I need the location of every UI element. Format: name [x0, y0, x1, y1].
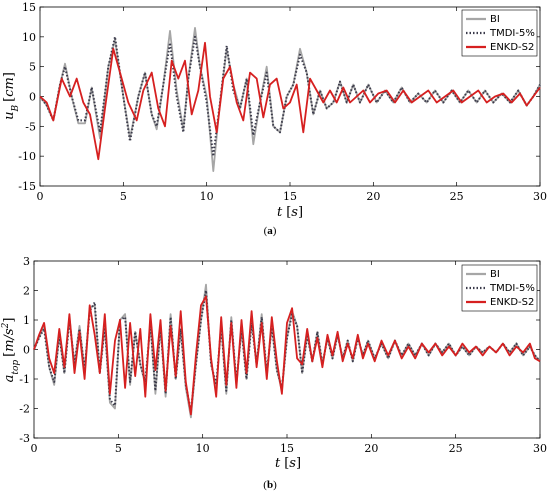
chart-a-y-axis-label: uB[cm]	[2, 72, 21, 120]
chart-a: -15 -10 -5 0 5 10 15 0 5 10 15 20 25 30 BI TMDI-5% E…	[2, 1, 547, 237]
chart-a-x-axis-label: t [s]	[277, 205, 303, 220]
chart-a-y-tick-label: 15	[22, 1, 36, 14]
chart-a-legend-label-enkd: ENKD-S2	[490, 42, 534, 53]
chart-b-x-tick-label: 10	[196, 442, 210, 455]
chart-b-series-tmdi	[33, 289, 541, 413]
chart-a-x-tick-label: 5	[120, 190, 127, 203]
chart-b-x-tick-label: 25	[449, 442, 463, 455]
chart-a-x-tick-label: 15	[283, 190, 297, 203]
chart-b-x-tick-label: 0	[31, 442, 38, 455]
chart-a-x-ticks: 0 5 10 15 20 25 30	[37, 7, 547, 203]
chart-a-series-enkd	[39, 41, 541, 161]
chart-a-y-tick-label: -15	[18, 180, 36, 193]
chart-a-y-tick-label: -10	[18, 150, 36, 163]
chart-b-legend-label-bi: BI	[490, 269, 500, 280]
chart-b-y-axis-label: atop[m/s2]	[1, 318, 21, 383]
chart-b-y-tick-label: 1	[23, 314, 30, 327]
chart-a-x-tick-label: 30	[533, 190, 547, 203]
chart-b-legend: BI TMDI-5% ENKD-S2	[461, 264, 538, 312]
chart-a-legend: BI TMDI-5% ENKD-S2	[461, 9, 538, 57]
chart-b-y-tick-label: 2	[23, 285, 30, 298]
chart-b-y-tick-label: -3	[19, 432, 30, 445]
chart-a-series	[39, 27, 541, 172]
chart-b-series-enkd	[33, 295, 541, 416]
chart-b-x-axis-label: t [s]	[275, 456, 301, 471]
chart-a-y-tick-label: 5	[29, 61, 36, 74]
chart-a-legend-label-bi: BI	[490, 14, 500, 25]
chart-b-y-tick-label: -1	[19, 373, 30, 386]
chart-b-y-ticks: -3 -2 -1 0 1 2 3	[19, 255, 540, 445]
chart-a-y-tick-label: -5	[25, 120, 36, 133]
chart-b-legend-label-tmdi: TMDI-5%	[489, 283, 535, 294]
chart-b-series	[33, 283, 541, 419]
chart-b-x-tick-label: 20	[364, 442, 378, 455]
chart-a-legend-label-tmdi: TMDI-5%	[489, 28, 535, 39]
chart-b: -3 -2 -1 0 1 2 3 0 5 10 15 20 25 30 BI TMDI-5% ENKD-…	[1, 255, 547, 491]
chart-a-x-tick-label: 20	[366, 190, 380, 203]
chart-a-x-tick-label: 10	[200, 190, 214, 203]
chart-b-y-tick-label: 0	[23, 344, 30, 357]
chart-b-x-tick-label: 30	[533, 442, 547, 455]
chart-a-y-tick-label: 0	[29, 91, 36, 104]
chart-a-y-ticks: -15 -10 -5 0 5 10 15	[18, 1, 540, 193]
chart-b-caption: (b)	[263, 479, 277, 491]
chart-b-x-ticks: 0 5 10 15 20 25 30	[31, 261, 547, 455]
chart-b-y-tick-label: -2	[19, 403, 30, 416]
chart-a-x-tick-label: 25	[450, 190, 464, 203]
chart-b-x-tick-label: 15	[280, 442, 294, 455]
chart-a-caption: (a)	[264, 225, 277, 237]
chart-b-legend-label-enkd: ENKD-S2	[490, 297, 534, 308]
chart-a-y-tick-label: 10	[22, 31, 36, 44]
chart-b-y-tick-label: 3	[23, 255, 30, 268]
chart-a-x-tick-label: 0	[37, 190, 44, 203]
chart-b-x-tick-label: 5	[115, 442, 122, 455]
